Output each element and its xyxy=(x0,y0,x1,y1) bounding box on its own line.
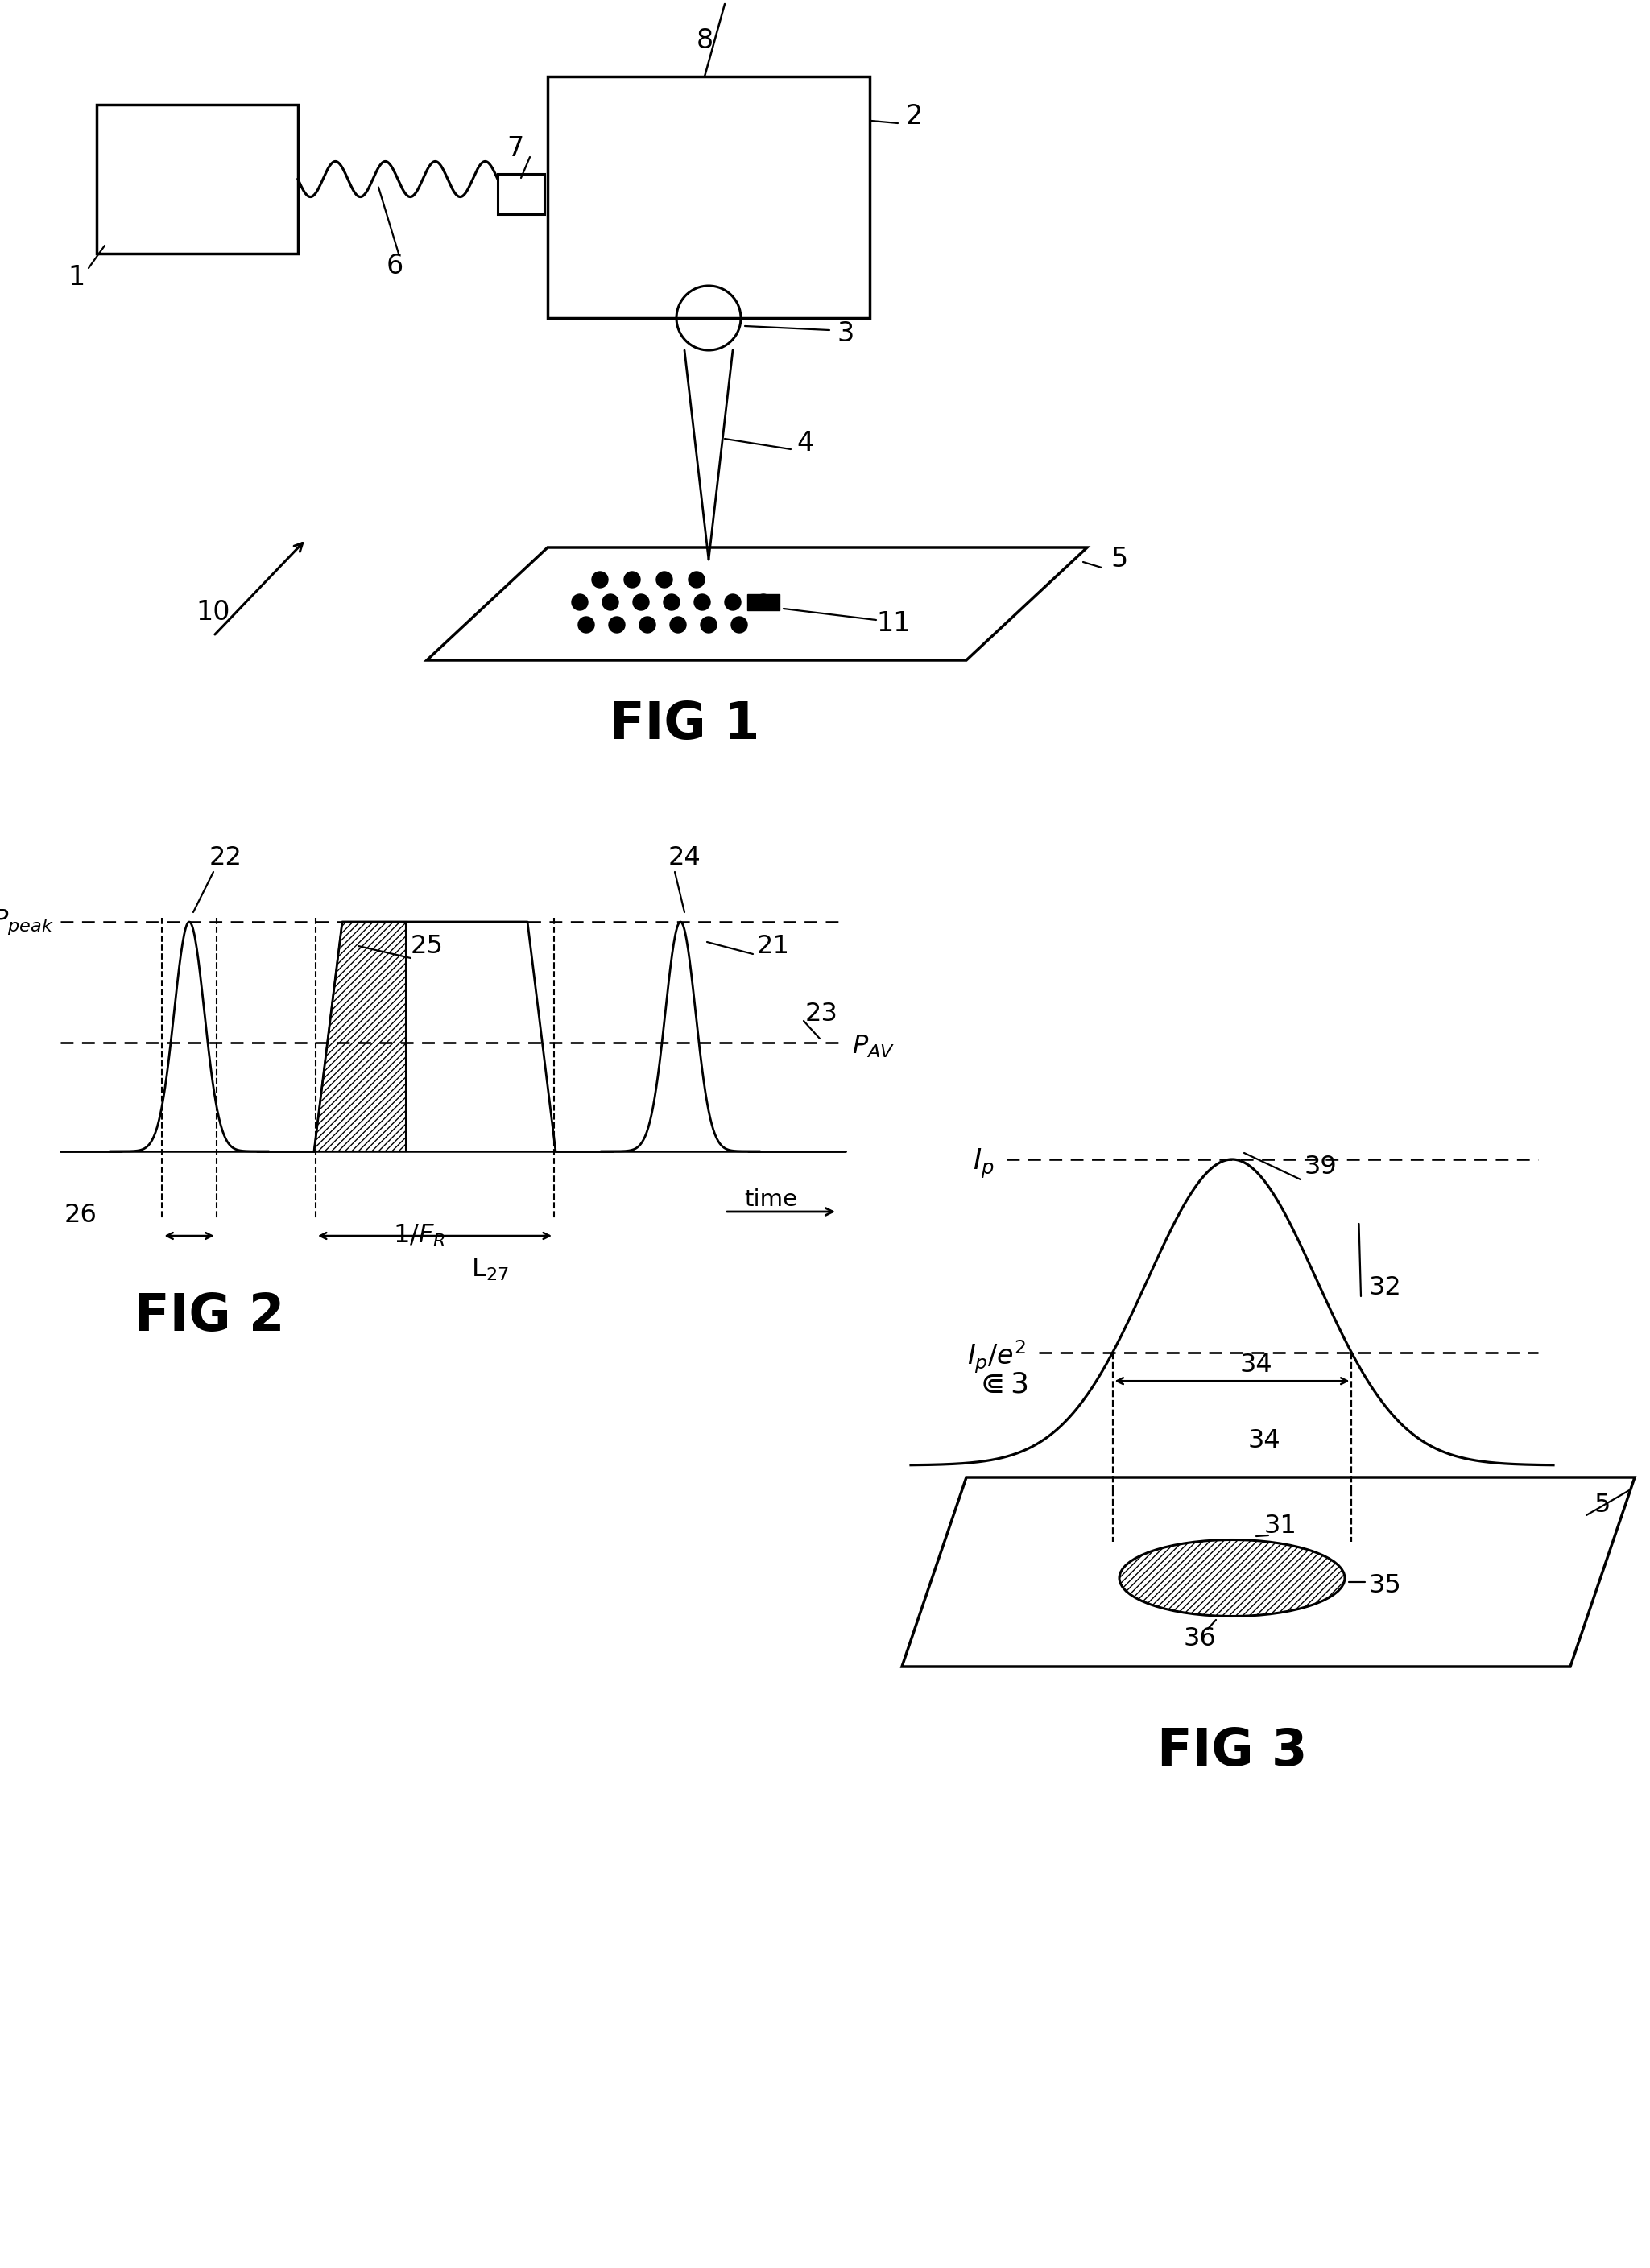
Text: 34: 34 xyxy=(1239,1352,1272,1377)
Circle shape xyxy=(573,594,587,610)
Circle shape xyxy=(670,617,686,633)
Text: 32: 32 xyxy=(1368,1275,1401,1300)
Circle shape xyxy=(695,594,710,610)
Text: $\Subset 3$: $\Subset 3$ xyxy=(975,1372,1028,1399)
Bar xyxy=(548,77,870,318)
Text: 24: 24 xyxy=(668,846,701,871)
Circle shape xyxy=(701,617,716,633)
Text: $P_{AV}$: $P_{AV}$ xyxy=(851,1034,894,1059)
Text: $I_p/e^2$: $I_p/e^2$ xyxy=(967,1338,1026,1374)
Text: 1: 1 xyxy=(68,265,86,290)
Text: 4: 4 xyxy=(797,429,813,456)
Text: $\mathregular{L}_{27}$: $\mathregular{L}_{27}$ xyxy=(472,1256,508,1284)
Text: 39: 39 xyxy=(1304,1154,1336,1179)
Text: FIG 3: FIG 3 xyxy=(1157,1726,1307,1776)
Circle shape xyxy=(592,572,607,587)
Text: FIG 1: FIG 1 xyxy=(609,699,759,748)
Circle shape xyxy=(731,617,747,633)
Circle shape xyxy=(663,594,680,610)
Text: 6: 6 xyxy=(386,252,403,279)
Bar xyxy=(747,594,779,610)
Text: 5: 5 xyxy=(1110,547,1129,574)
Circle shape xyxy=(657,572,673,587)
Circle shape xyxy=(756,594,772,610)
Text: 31: 31 xyxy=(1264,1513,1297,1538)
Text: 2: 2 xyxy=(906,104,922,129)
Polygon shape xyxy=(314,921,406,1152)
Circle shape xyxy=(609,617,625,633)
Circle shape xyxy=(634,594,648,610)
Text: time: time xyxy=(744,1188,797,1211)
Circle shape xyxy=(578,617,594,633)
Circle shape xyxy=(624,572,640,587)
Text: 3: 3 xyxy=(837,320,855,347)
Text: 35: 35 xyxy=(1368,1574,1401,1599)
Text: 23: 23 xyxy=(805,1002,838,1027)
Text: 22: 22 xyxy=(210,846,243,871)
Text: 8: 8 xyxy=(696,27,713,54)
Text: $I_p$: $I_p$ xyxy=(973,1148,995,1179)
Circle shape xyxy=(724,594,741,610)
Circle shape xyxy=(602,594,619,610)
Bar xyxy=(498,175,544,213)
Bar xyxy=(97,104,299,254)
Text: FIG 2: FIG 2 xyxy=(134,1290,284,1340)
Text: 34: 34 xyxy=(1247,1429,1280,1454)
Text: 36: 36 xyxy=(1183,1626,1216,1651)
Text: 7: 7 xyxy=(507,136,525,163)
Text: 21: 21 xyxy=(757,934,790,959)
Text: $P_{peak}$: $P_{peak}$ xyxy=(0,907,54,937)
Ellipse shape xyxy=(1119,1540,1345,1617)
Circle shape xyxy=(640,617,655,633)
Text: 5: 5 xyxy=(1594,1492,1610,1517)
Circle shape xyxy=(688,572,705,587)
Text: 11: 11 xyxy=(876,610,911,637)
Text: 25: 25 xyxy=(411,934,444,959)
Text: $1/F_R$: $1/F_R$ xyxy=(393,1222,446,1250)
Text: 26: 26 xyxy=(64,1204,97,1229)
Polygon shape xyxy=(903,1476,1635,1667)
Text: 10: 10 xyxy=(196,599,231,626)
Polygon shape xyxy=(427,547,1087,660)
